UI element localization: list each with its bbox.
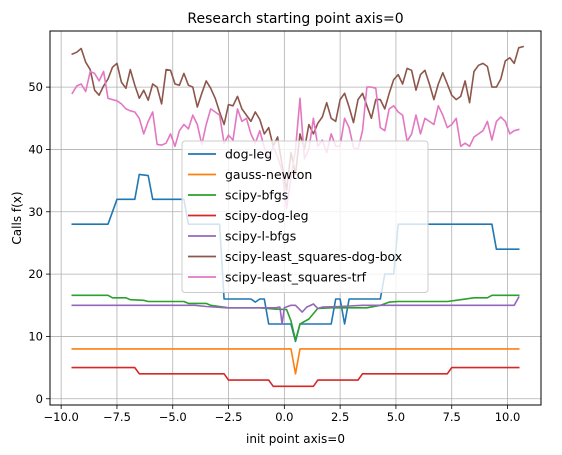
- x-tick-label: −7.5: [103, 410, 131, 424]
- legend-label: gauss-newton: [225, 167, 312, 182]
- y-tick-label: 40: [28, 142, 43, 156]
- x-tick-label: −2.5: [215, 410, 243, 424]
- series-line-scipy-dog-leg: [71, 366, 520, 388]
- y-tick-label: 50: [28, 80, 43, 94]
- x-tick-label: 7.5: [443, 410, 461, 424]
- series-line-scipy-l-bfgs: [71, 296, 520, 325]
- x-tick-label: −10.0: [44, 410, 79, 424]
- y-tick-label: 20: [28, 267, 43, 281]
- x-axis-ticks: −10.0 −7.5 −5.0 −2.5 0.0 2.5 5.0 7.5 10.0: [44, 405, 521, 424]
- legend-label: scipy-bfgs: [225, 188, 288, 203]
- chart-title: Research starting point axis=0: [187, 11, 403, 27]
- x-axis-label: init point axis=0: [246, 432, 345, 446]
- legend-box: [181, 140, 429, 293]
- x-tick-label: 2.5: [331, 410, 349, 424]
- x-tick-label: −5.0: [159, 410, 187, 424]
- legend: dog-leg gauss-newton scipy-bfgs scipy-dog-l…: [181, 140, 429, 293]
- legend-label: scipy-least_squares-trf: [225, 270, 367, 285]
- y-tick-label: 0: [36, 392, 43, 406]
- x-tick-label: 5.0: [387, 410, 405, 424]
- y-axis-label: Calls f(x): [10, 191, 24, 244]
- legend-label: dog-leg: [225, 147, 272, 162]
- plot-frame: [49, 30, 542, 406]
- legend-label: scipy-dog-leg: [225, 208, 309, 223]
- x-tick-label: 10.0: [495, 410, 521, 424]
- y-tick-label: 30: [28, 205, 43, 219]
- series-line-scipy-bfgs: [71, 294, 520, 342]
- legend-label: scipy-least_squares-dog-box: [225, 249, 402, 264]
- x-tick-label: 0.0: [275, 410, 293, 424]
- legend-label: scipy-l-bfgs: [225, 229, 296, 244]
- y-axis-ticks: 0 10 20 30 40 50: [28, 80, 50, 406]
- series-line-gauss-newton: [71, 348, 520, 375]
- y-tick-label: 10: [28, 329, 43, 343]
